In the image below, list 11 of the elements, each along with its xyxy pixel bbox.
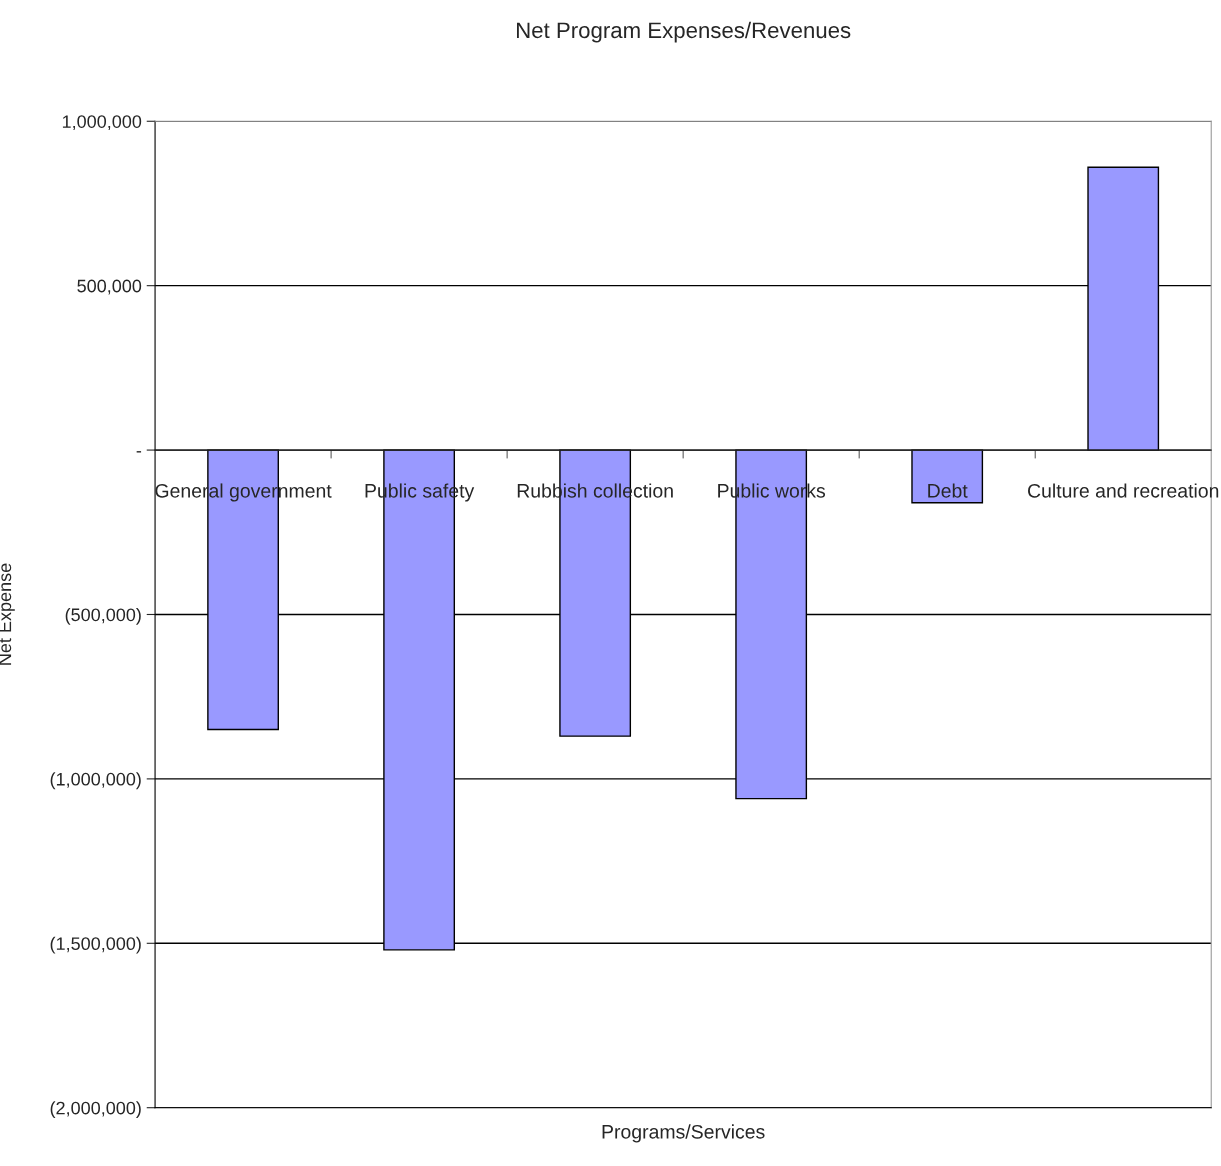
y-tick-label: 1,000,000 xyxy=(62,115,142,131)
y-tick-label: 500,000 xyxy=(77,279,142,295)
y-tick-label: (2,000,000) xyxy=(50,1101,141,1118)
x-tick-label: Debt xyxy=(928,483,968,498)
chart-title: Net Program Expenses/Revenues xyxy=(517,21,851,43)
x-axis-title: Programs/Services xyxy=(602,1124,765,1143)
y-tick-label: - xyxy=(136,451,142,453)
y-tick-label: (1,500,000) xyxy=(50,936,141,954)
x-tick-label: Culture and recreation xyxy=(1028,483,1219,498)
y-tick-label: (1,000,000) xyxy=(50,772,141,790)
y-tick-label: (500,000) xyxy=(65,607,141,625)
